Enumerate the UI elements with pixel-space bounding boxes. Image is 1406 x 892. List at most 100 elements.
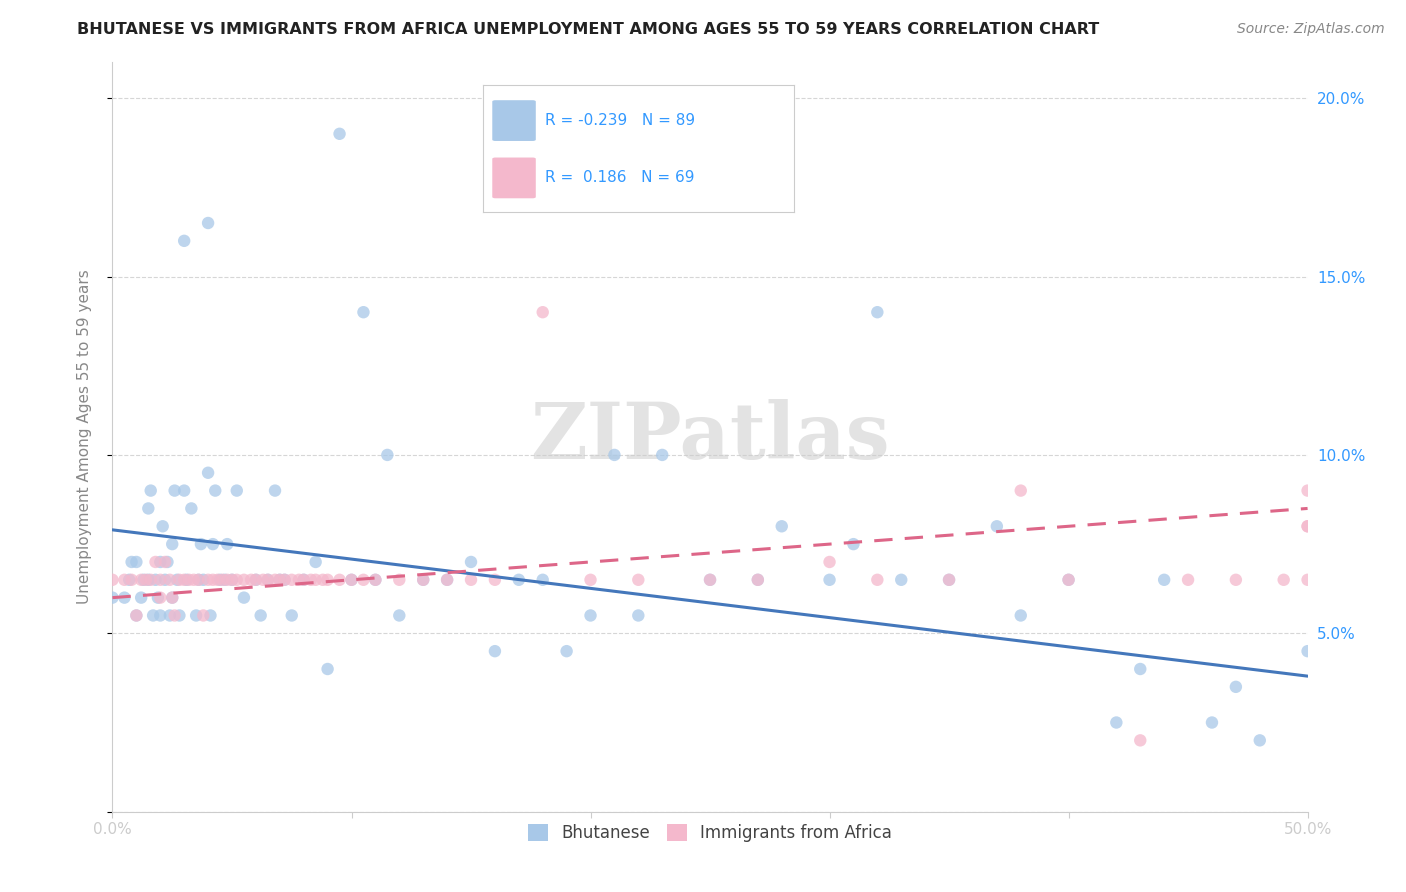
Point bbox=[180, 501, 202, 516]
Point bbox=[747, 573, 769, 587]
Point bbox=[699, 573, 721, 587]
Point bbox=[603, 448, 626, 462]
Point bbox=[159, 573, 181, 587]
Point bbox=[842, 537, 865, 551]
Point bbox=[186, 608, 208, 623]
Point bbox=[555, 644, 578, 658]
Text: Source: ZipAtlas.com: Source: ZipAtlas.com bbox=[1237, 22, 1385, 37]
Point bbox=[1129, 733, 1152, 747]
Point bbox=[221, 573, 243, 587]
Point bbox=[197, 466, 219, 480]
Point bbox=[125, 608, 148, 623]
Point bbox=[193, 608, 215, 623]
Point bbox=[531, 573, 554, 587]
Point bbox=[240, 573, 263, 587]
Point bbox=[292, 573, 315, 587]
Point bbox=[579, 608, 602, 623]
Text: ZIPatlas: ZIPatlas bbox=[530, 399, 890, 475]
Point bbox=[125, 608, 148, 623]
Point bbox=[316, 573, 339, 587]
Point bbox=[187, 573, 209, 587]
Point bbox=[699, 573, 721, 587]
Point bbox=[340, 573, 363, 587]
Point bbox=[1129, 662, 1152, 676]
Point bbox=[340, 573, 363, 587]
Point bbox=[145, 573, 167, 587]
Point bbox=[273, 573, 295, 587]
Point bbox=[273, 573, 295, 587]
Point bbox=[217, 573, 239, 587]
Point bbox=[114, 573, 135, 587]
Point bbox=[1177, 573, 1199, 587]
Point bbox=[305, 573, 328, 587]
Point bbox=[197, 216, 219, 230]
Point bbox=[508, 573, 530, 587]
Point bbox=[818, 555, 841, 569]
Point bbox=[183, 573, 205, 587]
Point bbox=[329, 127, 352, 141]
Point bbox=[364, 573, 387, 587]
Point bbox=[233, 573, 256, 587]
Point bbox=[316, 662, 339, 676]
Point bbox=[173, 234, 195, 248]
Point bbox=[177, 573, 200, 587]
Point bbox=[101, 573, 124, 587]
Point bbox=[173, 573, 195, 587]
Point bbox=[1225, 680, 1247, 694]
Point bbox=[201, 537, 224, 551]
Point bbox=[197, 573, 219, 587]
Point bbox=[1296, 573, 1319, 587]
Point bbox=[252, 573, 274, 587]
Point bbox=[200, 608, 222, 623]
Point bbox=[890, 573, 912, 587]
Point bbox=[938, 573, 960, 587]
Point bbox=[627, 608, 650, 623]
Point bbox=[269, 573, 291, 587]
Point bbox=[531, 305, 554, 319]
Point bbox=[938, 573, 960, 587]
Point bbox=[651, 448, 673, 462]
Point bbox=[1249, 733, 1271, 747]
Point bbox=[388, 608, 411, 623]
Point bbox=[142, 608, 165, 623]
Point bbox=[101, 591, 124, 605]
Point bbox=[305, 555, 328, 569]
Point bbox=[169, 573, 191, 587]
Point bbox=[627, 573, 650, 587]
Point bbox=[579, 573, 602, 587]
Point bbox=[1057, 573, 1080, 587]
Point bbox=[412, 573, 434, 587]
Point bbox=[201, 573, 224, 587]
Point bbox=[352, 305, 374, 319]
Legend: Bhutanese, Immigrants from Africa: Bhutanese, Immigrants from Africa bbox=[522, 817, 898, 848]
Point bbox=[1105, 715, 1128, 730]
Point bbox=[135, 573, 157, 587]
Point bbox=[138, 573, 160, 587]
Point bbox=[153, 573, 176, 587]
Point bbox=[169, 608, 191, 623]
Point bbox=[436, 573, 458, 587]
Y-axis label: Unemployment Among Ages 55 to 59 years: Unemployment Among Ages 55 to 59 years bbox=[77, 269, 91, 605]
Point bbox=[149, 555, 172, 569]
Point bbox=[159, 608, 181, 623]
Point bbox=[221, 573, 243, 587]
Point bbox=[138, 501, 160, 516]
Point bbox=[312, 573, 335, 587]
Point bbox=[484, 573, 506, 587]
Point bbox=[460, 573, 482, 587]
Point bbox=[747, 573, 769, 587]
Point bbox=[139, 483, 162, 498]
Point bbox=[388, 573, 411, 587]
Point bbox=[288, 573, 311, 587]
Point bbox=[209, 573, 232, 587]
Point bbox=[281, 573, 304, 587]
Point bbox=[1272, 573, 1295, 587]
Text: BHUTANESE VS IMMIGRANTS FROM AFRICA UNEMPLOYMENT AMONG AGES 55 TO 59 YEARS CORRE: BHUTANESE VS IMMIGRANTS FROM AFRICA UNEM… bbox=[77, 22, 1099, 37]
Point bbox=[484, 644, 506, 658]
Point bbox=[281, 608, 304, 623]
Point bbox=[121, 573, 143, 587]
Point bbox=[190, 537, 212, 551]
Point bbox=[146, 591, 169, 605]
Point bbox=[163, 483, 186, 498]
Point bbox=[153, 555, 176, 569]
